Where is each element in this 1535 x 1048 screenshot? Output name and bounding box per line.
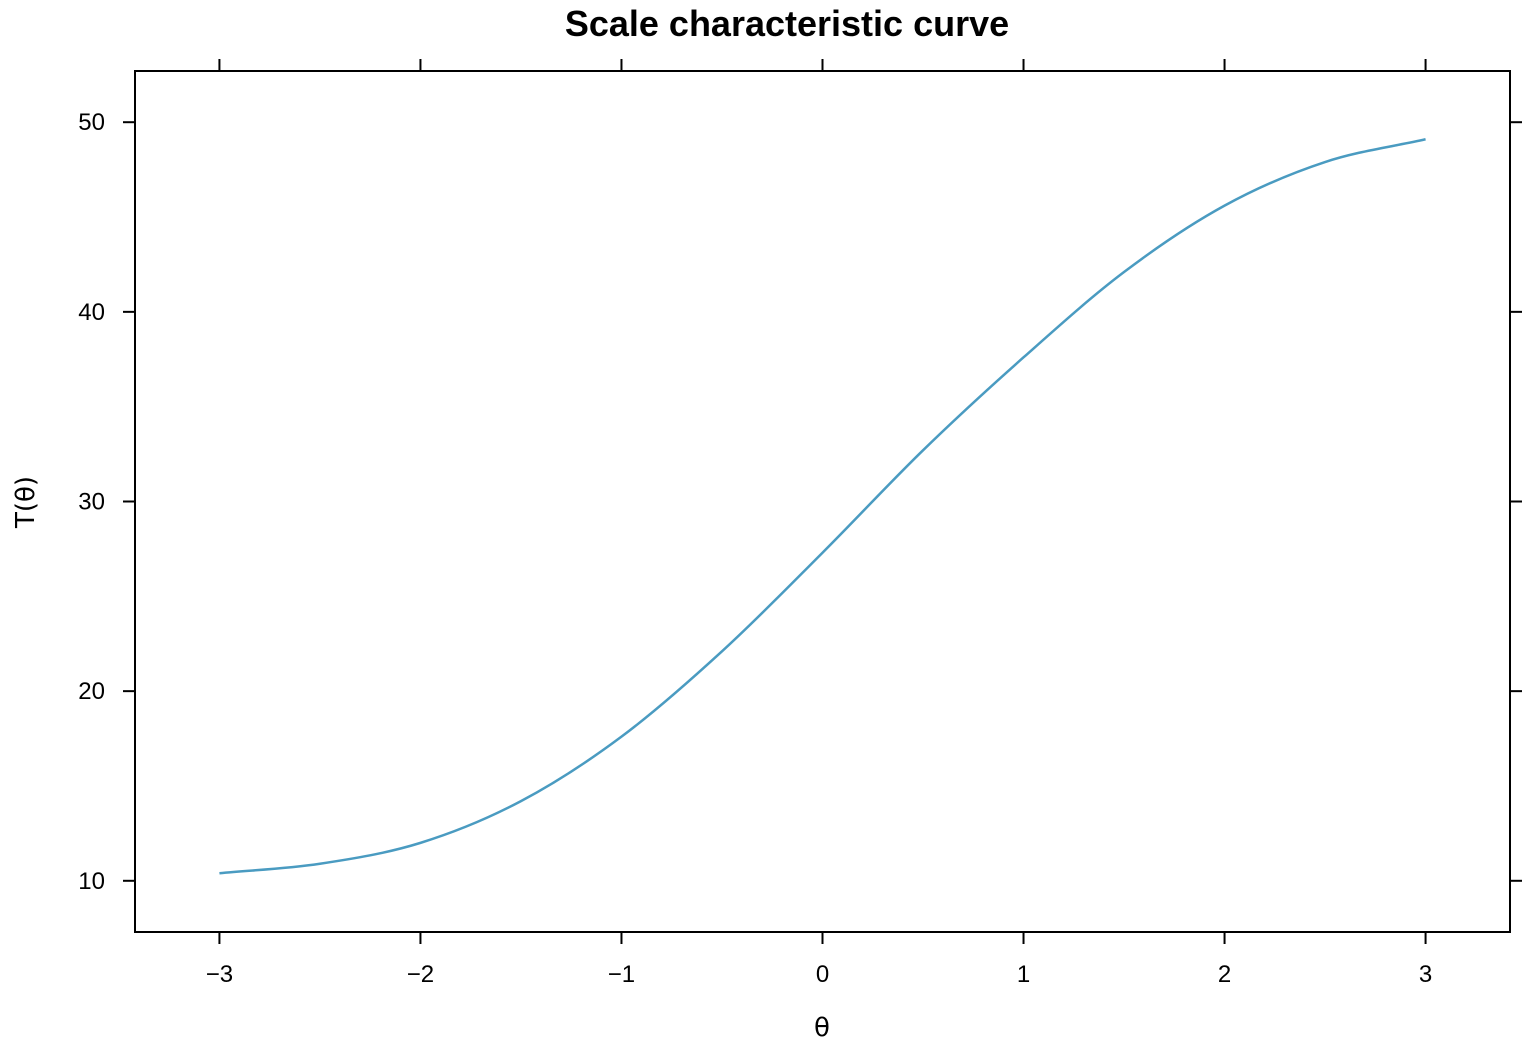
x-tick-label: 2 [1218, 961, 1231, 988]
y-tick-label: 10 [78, 868, 105, 895]
x-tick-label: −2 [407, 961, 434, 988]
y-tick-label: 30 [78, 489, 105, 516]
y-tick-label: 40 [78, 299, 105, 326]
x-tick-label: 0 [816, 961, 829, 988]
y-axis-ticks: 10 20 30 40 50 [78, 109, 1522, 895]
x-axis-ticks: −3 −2 −1 0 1 2 3 [206, 59, 1432, 988]
y-axis-label: T(θ) [11, 476, 41, 529]
chart-title: Scale characteristic curve [565, 3, 1009, 44]
plot-frame [134, 70, 1511, 933]
y-tick-label: 20 [78, 678, 105, 705]
x-tick-label: 3 [1419, 961, 1432, 988]
x-axis-label: θ [814, 1013, 830, 1043]
series-layer [219, 138, 1426, 875]
y-tick-label: 50 [78, 109, 105, 136]
x-tick-label: −1 [608, 961, 635, 988]
x-tick-label: 1 [1017, 961, 1030, 988]
series-line [219, 138, 1426, 875]
x-tick-label: −3 [206, 961, 233, 988]
